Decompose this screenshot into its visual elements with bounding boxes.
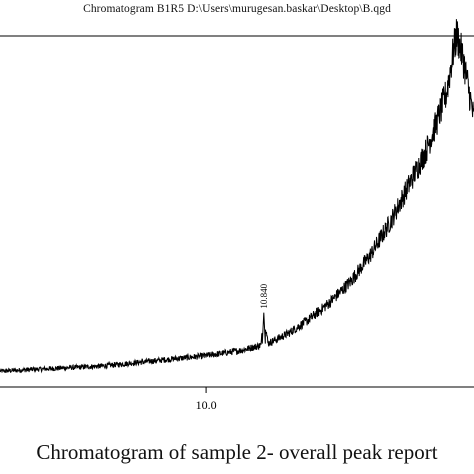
x-ticks: 10.0	[196, 387, 217, 412]
peak-label: 10.840	[259, 283, 269, 308]
trace-line	[0, 19, 474, 374]
plot-frame	[0, 35, 474, 388]
peak-annotations: 10.840	[259, 283, 269, 308]
x-tick-label: 10.0	[196, 398, 217, 412]
chromatogram-trace	[0, 19, 474, 374]
chart-title: Chromatogram B1R5 D:\Users\murugesan.bas…	[83, 3, 391, 15]
figure-caption: Chromatogram of sample 2- overall peak r…	[36, 440, 438, 464]
